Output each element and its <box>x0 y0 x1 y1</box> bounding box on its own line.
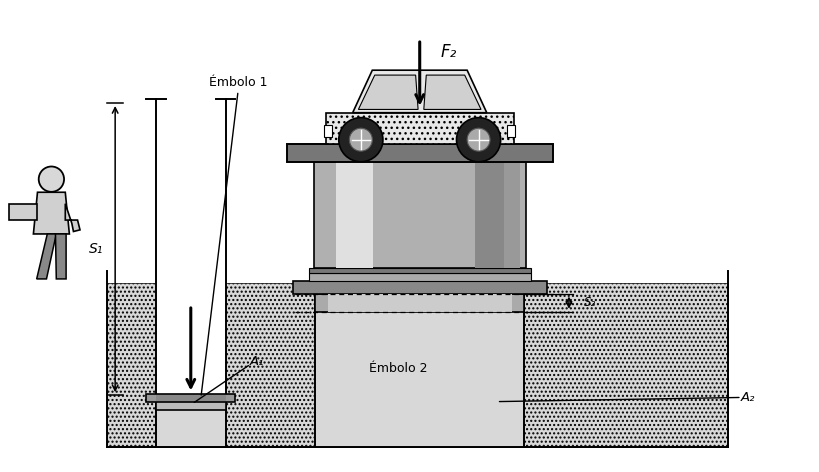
Bar <box>475 162 504 268</box>
Circle shape <box>339 118 383 162</box>
Text: Émbolo 2: Émbolo 2 <box>369 362 428 375</box>
Bar <box>314 162 526 268</box>
Bar <box>309 268 531 273</box>
Bar <box>147 394 235 402</box>
Polygon shape <box>359 75 418 110</box>
Text: A₁: A₁ <box>250 355 265 368</box>
Bar <box>309 273 531 280</box>
Text: S₁: S₁ <box>88 242 103 256</box>
Text: S₂: S₂ <box>584 296 596 309</box>
Polygon shape <box>9 204 38 220</box>
Bar <box>156 99 225 395</box>
Circle shape <box>38 167 64 192</box>
Text: F₁: F₁ <box>201 325 217 343</box>
Bar <box>507 125 515 137</box>
Bar <box>504 162 520 268</box>
Polygon shape <box>423 75 481 110</box>
Bar <box>328 294 512 312</box>
Circle shape <box>350 128 373 151</box>
Circle shape <box>456 118 500 162</box>
Bar <box>156 395 225 401</box>
Bar <box>107 283 728 447</box>
Bar <box>315 312 524 447</box>
Polygon shape <box>66 204 80 231</box>
Bar <box>324 125 333 137</box>
Bar <box>292 280 547 294</box>
Bar <box>156 99 225 395</box>
Circle shape <box>467 128 490 151</box>
Polygon shape <box>353 70 486 113</box>
Bar <box>156 395 225 410</box>
Polygon shape <box>34 192 70 234</box>
Bar <box>336 162 373 268</box>
Bar <box>315 294 524 312</box>
Polygon shape <box>37 234 57 279</box>
Text: A₂: A₂ <box>740 391 755 404</box>
Text: Émbolo 1: Émbolo 1 <box>209 76 268 89</box>
Bar <box>287 144 553 162</box>
Bar <box>156 410 225 447</box>
Polygon shape <box>56 234 66 279</box>
Text: F₂: F₂ <box>440 43 456 61</box>
Bar <box>326 113 514 144</box>
